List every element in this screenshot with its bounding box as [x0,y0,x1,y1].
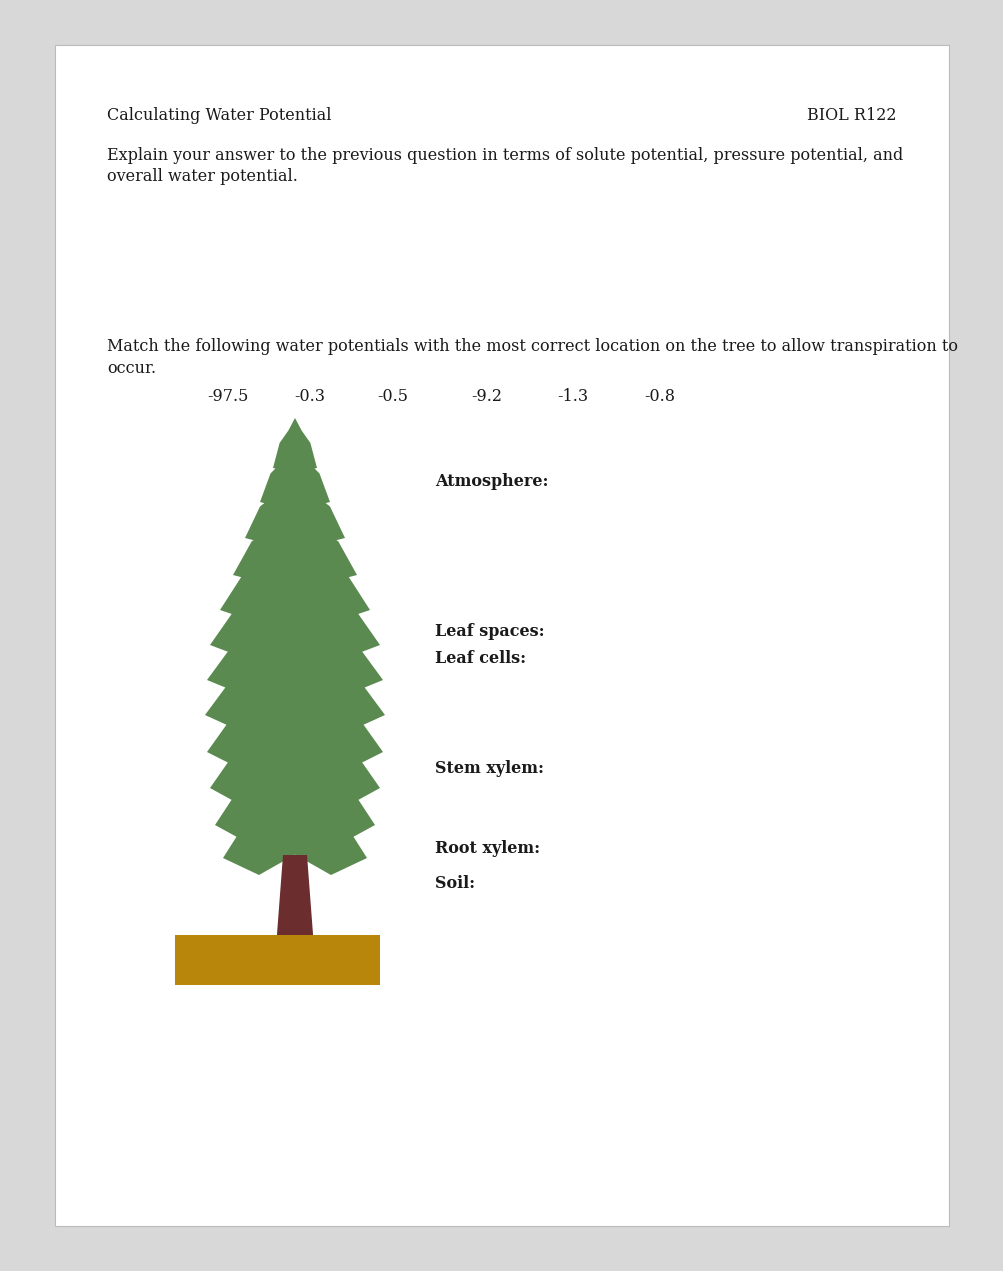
Polygon shape [276,855,314,949]
Bar [55,44,948,1227]
Polygon shape [260,445,330,507]
Text: overall water potential.: overall water potential. [107,168,298,186]
Polygon shape [207,608,382,698]
Text: -0.8: -0.8 [644,388,675,405]
Text: -1.3: -1.3 [557,388,588,405]
Text: Root xylem:: Root xylem: [434,840,540,857]
Text: occur.: occur. [107,360,156,377]
Text: Leaf cells:: Leaf cells: [434,649,526,667]
Text: Stem xylem:: Stem xylem: [434,760,544,777]
Text: Calculating Water Potential: Calculating Water Potential [107,107,331,125]
Polygon shape [220,540,370,623]
Text: Match the following water potentials with the most correct location on the tree : Match the following water potentials wit… [107,338,957,355]
Polygon shape [215,752,375,846]
Bar [175,935,379,985]
Text: Leaf spaces:: Leaf spaces: [434,623,544,641]
Text: -9.2: -9.2 [471,388,502,405]
Text: BIOL R122: BIOL R122 [806,107,896,125]
Text: Atmosphere:: Atmosphere: [434,473,548,491]
Text: Explain your answer to the previous question in terms of solute potential, press: Explain your answer to the previous ques… [107,147,903,164]
Polygon shape [273,418,317,470]
Polygon shape [245,475,345,544]
Text: -0.3: -0.3 [294,388,325,405]
Polygon shape [207,677,382,774]
Text: -97.5: -97.5 [207,388,249,405]
Polygon shape [205,642,384,736]
Polygon shape [223,791,367,874]
Polygon shape [210,716,379,811]
Text: Soil:: Soil: [434,874,474,892]
Polygon shape [233,508,357,583]
Text: -0.5: -0.5 [377,388,408,405]
Polygon shape [210,572,379,661]
